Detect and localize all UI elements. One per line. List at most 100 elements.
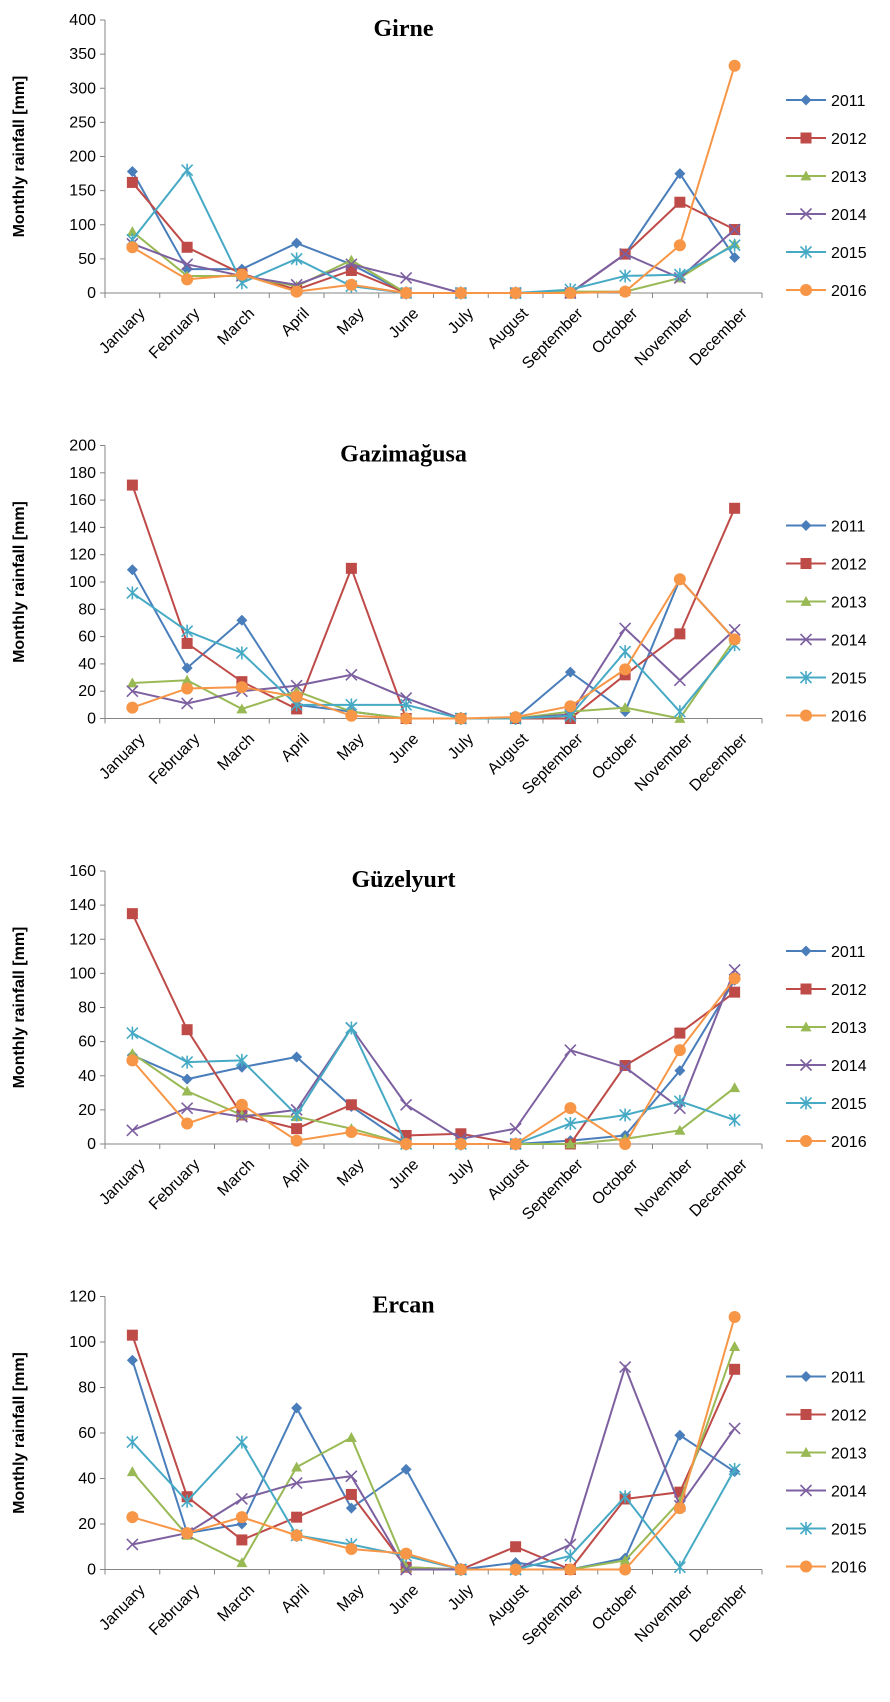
- marker: [400, 1463, 412, 1475]
- marker: [799, 1484, 813, 1497]
- legend-label: 2014: [831, 633, 867, 650]
- legend-label: 2011: [831, 93, 866, 110]
- y-tick-label: 40: [78, 1471, 96, 1488]
- x-tick-label: February: [146, 1582, 203, 1639]
- marker: [454, 287, 467, 299]
- y-tick-label: 100: [69, 574, 96, 591]
- marker: [181, 1073, 193, 1085]
- marker: [728, 623, 741, 636]
- marker: [181, 1055, 194, 1069]
- marker: [181, 1527, 194, 1540]
- marker: [800, 1409, 812, 1420]
- y-tick-label: 200: [69, 438, 96, 455]
- marker: [181, 682, 194, 695]
- x-tick-label: June: [386, 1156, 423, 1193]
- y-tick-label: 0: [87, 285, 96, 302]
- marker: [345, 698, 358, 712]
- marker: [181, 1117, 194, 1130]
- marker: [729, 1363, 741, 1375]
- chart-title: Girne: [374, 16, 434, 42]
- marker: [674, 168, 686, 180]
- x-tick-label: March: [215, 731, 258, 774]
- marker: [236, 614, 248, 626]
- y-tick-label: 80: [78, 1380, 96, 1397]
- legend-label: 2014: [831, 207, 867, 224]
- marker: [729, 502, 741, 514]
- marker: [400, 698, 413, 712]
- marker: [400, 1547, 413, 1560]
- marker: [510, 1541, 522, 1553]
- marker: [509, 287, 522, 299]
- legend-label: 2013: [831, 169, 867, 186]
- marker: [800, 1371, 812, 1382]
- marker: [799, 671, 813, 684]
- marker: [564, 1117, 577, 1131]
- marker: [400, 271, 413, 285]
- marker: [181, 1024, 193, 1036]
- marker: [728, 238, 741, 252]
- legend-label: 2015: [831, 1522, 867, 1539]
- y-tick-label: 50: [78, 251, 96, 268]
- y-tick-label: 300: [69, 80, 96, 97]
- marker: [509, 711, 522, 724]
- x-tick-label: November: [632, 1581, 697, 1646]
- marker: [126, 1435, 139, 1449]
- marker: [290, 1108, 303, 1122]
- marker: [509, 1122, 522, 1135]
- marker: [291, 1461, 303, 1472]
- marker: [673, 573, 686, 586]
- x-tick-label: July: [445, 305, 477, 337]
- y-tick-label: 140: [69, 897, 96, 914]
- marker: [619, 622, 632, 635]
- marker: [729, 1082, 741, 1093]
- marker: [674, 196, 686, 208]
- marker: [674, 628, 686, 640]
- marker: [400, 1563, 413, 1576]
- chart-title: Gazimağusa: [340, 442, 467, 468]
- marker: [728, 223, 741, 236]
- marker: [673, 239, 686, 252]
- y-tick-label: 400: [69, 12, 96, 29]
- marker: [619, 645, 632, 659]
- marker: [619, 269, 632, 283]
- y-tick-label: 0: [87, 1562, 96, 1579]
- series-line: [131, 977, 736, 1146]
- marker: [126, 479, 138, 491]
- legend-label: 2014: [831, 1058, 867, 1075]
- y-tick-label: 180: [69, 465, 96, 482]
- marker: [729, 252, 741, 264]
- marker: [290, 1134, 303, 1147]
- series-line: [131, 1440, 736, 1571]
- marker: [800, 596, 812, 606]
- x-tick-label: April: [278, 1156, 313, 1191]
- marker: [674, 1486, 686, 1498]
- x-tick-label: October: [589, 1581, 642, 1634]
- marker: [729, 986, 741, 998]
- x-tick-label: August: [485, 730, 533, 778]
- x-tick-label: July: [445, 1156, 477, 1188]
- marker: [126, 1466, 138, 1477]
- x-tick-label: December: [687, 1581, 752, 1646]
- legend-label: 2015: [831, 671, 867, 688]
- marker: [126, 1511, 139, 1524]
- x-tick-label: June: [386, 731, 423, 768]
- chart-panel: Güzelyurt Monthly rainfall [mm] 0 20 40 60 80 1…: [11, 863, 867, 1224]
- marker: [291, 1123, 303, 1135]
- x-tick-label: March: [215, 1582, 258, 1625]
- y-tick-label: 120: [69, 931, 96, 948]
- y-tick-label: 200: [69, 149, 96, 166]
- marker: [674, 1027, 686, 1039]
- marker: [400, 712, 413, 725]
- marker: [291, 1511, 303, 1523]
- y-tick-label: 120: [69, 1289, 96, 1306]
- chart-panel: Girne Monthly rainfall [mm] 0 50 100 150 200 25…: [11, 12, 867, 373]
- marker: [126, 685, 139, 698]
- marker: [345, 258, 358, 271]
- legend-label: 2012: [831, 1408, 867, 1425]
- y-tick-label: 40: [78, 1068, 96, 1085]
- marker: [181, 1494, 194, 1508]
- marker: [181, 258, 194, 271]
- marker: [673, 705, 686, 719]
- marker: [728, 972, 741, 985]
- series-line: [131, 969, 736, 1140]
